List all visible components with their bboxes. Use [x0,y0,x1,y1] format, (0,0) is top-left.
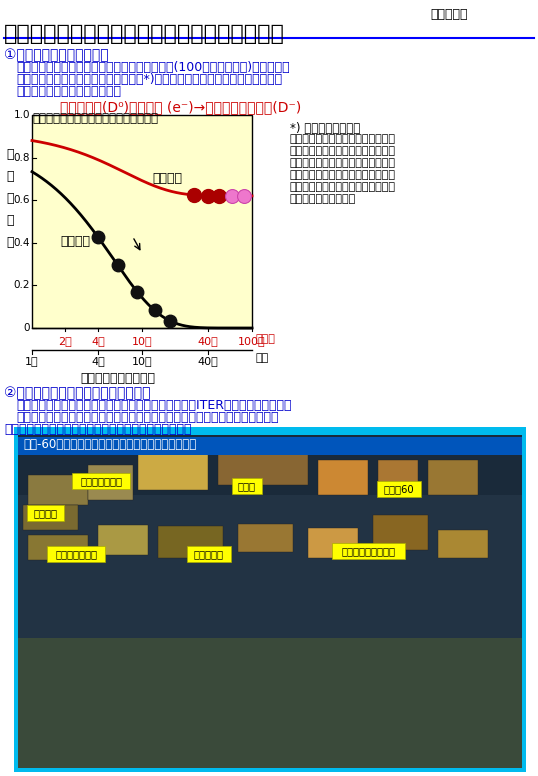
Text: 負イオンと正イオンの中性化効率の違い: 負イオンと正イオンの中性化効率の違い [32,112,158,125]
FancyBboxPatch shape [238,524,293,552]
Text: イオン源: イオン源 [33,508,58,518]
FancyBboxPatch shape [232,478,261,494]
Text: ＪＴ-60本体室内の負イオン中性粒子ビーム入射装置: ＪＴ-60本体室内の負イオン中性粒子ビーム入射装置 [23,438,196,451]
Text: れたイオン・ビームを電気的に中性: れたイオン・ビームを電気的に中性 [290,170,396,180]
Text: 重水素: 重水素 [256,334,276,344]
Text: 参考資料１: 参考資料１ [430,8,468,21]
FancyBboxPatch shape [18,435,522,768]
FancyBboxPatch shape [27,505,64,521]
FancyBboxPatch shape [373,515,428,550]
FancyBboxPatch shape [47,546,105,562]
Text: ＪＴ－６０の成果に、世界中の期待が寄せられている。: ＪＴ－６０の成果に、世界中の期待が寄せられている。 [4,423,192,436]
FancyBboxPatch shape [318,460,368,495]
Text: 重水素原子(D⁰)＋　電子 (e⁻)→　重水素負イオン(D⁻): 重水素原子(D⁰)＋ 電子 (e⁻)→ 重水素負イオン(D⁻) [60,100,301,114]
Text: 正イオン: 正イオン [60,235,90,248]
FancyBboxPatch shape [98,525,148,555]
Text: 核融合炉で必要となる高いビームエネルギー(100万ボルト以上)でイオンビ: 核融合炉で必要となる高いビームエネルギー(100万ボルト以上)でイオンビ [16,61,289,74]
Text: を中性化効率という。: を中性化効率という。 [290,194,356,204]
Text: 電気を持ったイオンのビームは、: 電気を持ったイオンのビームは、 [290,134,396,144]
Text: 4万: 4万 [91,336,105,346]
FancyBboxPatch shape [378,460,418,490]
FancyBboxPatch shape [187,546,231,562]
FancyBboxPatch shape [72,473,130,489]
Text: 10万: 10万 [132,356,152,366]
Text: 効: 効 [6,214,13,227]
Text: 置の有力候補となっている。唯一トカマクプラズマへの入射実験を行っている: 置の有力候補となっている。唯一トカマクプラズマへの入射実験を行っている [16,411,279,424]
Text: ビーム電圧（ボルト）: ビーム電圧（ボルト） [80,372,155,385]
Text: 性: 性 [6,170,13,183]
FancyBboxPatch shape [158,526,223,558]
FancyBboxPatch shape [308,528,358,558]
FancyBboxPatch shape [18,435,522,495]
Text: 中性化セル: 中性化セル [194,549,224,559]
FancyBboxPatch shape [438,530,488,558]
FancyBboxPatch shape [332,543,405,559]
FancyBboxPatch shape [88,465,133,500]
Text: 射できないので、イオン源で加速さ: 射できないので、イオン源で加速さ [290,158,396,168]
Text: ＪＴ－60: ＪＴ－60 [384,484,414,494]
FancyBboxPatch shape [28,535,88,560]
FancyBboxPatch shape [377,481,421,497]
FancyBboxPatch shape [32,115,252,328]
Text: ②　負イオン中性粒子ビーム入射装置: ② 負イオン中性粒子ビーム入射装置 [4,386,151,400]
Text: ビーム: ビーム [238,481,256,491]
Text: ビームの高効率化を図るため。: ビームの高効率化を図るため。 [16,85,121,98]
Text: 1万: 1万 [25,356,39,366]
Text: 0.8: 0.8 [13,153,30,163]
Text: 0.6: 0.6 [13,196,30,205]
FancyBboxPatch shape [138,450,208,490]
Text: ＪＴ－６０の負イオン中性粒子ビーム入射装置: ＪＴ－６０の負イオン中性粒子ビーム入射装置 [4,24,285,44]
FancyBboxPatch shape [18,437,522,455]
FancyBboxPatch shape [218,440,308,485]
FancyBboxPatch shape [28,475,88,505]
Text: 1.0: 1.0 [13,110,30,120]
FancyBboxPatch shape [14,427,526,772]
Text: イオン源タンク: イオン源タンク [80,476,122,486]
Text: 40万: 40万 [198,336,218,346]
Text: *) 中性化効率という: *) 中性化効率という [290,122,360,135]
Text: 負イオン: 負イオン [152,172,182,185]
Text: 高エネルギーの負イオン中性粒子ビーム入射装置はITERの加熱・電流駆動装: 高エネルギーの負イオン中性粒子ビーム入射装置はITERの加熱・電流駆動装 [16,399,292,412]
Text: 0.2: 0.2 [13,280,30,290]
Text: 高電位テーブル: 高電位テーブル [55,549,97,559]
Text: 4万: 4万 [91,356,105,366]
Text: 10万: 10万 [132,336,152,346]
FancyBboxPatch shape [18,638,522,768]
Text: 磁場の影響を受けてプラズマ中に入: 磁場の影響を受けてプラズマ中に入 [290,146,396,156]
FancyBboxPatch shape [23,505,78,530]
Text: 中: 中 [6,148,13,161]
Text: 100万: 100万 [238,336,266,346]
FancyBboxPatch shape [428,460,478,495]
Text: ①　なぜ負イオン方式か？: ① なぜ負イオン方式か？ [4,48,109,62]
Text: イオンダンプタンク: イオンダンプタンク [342,546,395,556]
Text: ームから中性粒子ビームへの変換効率*)が高い負イオンを利用して、中性粒子: ームから中性粒子ビームへの変換効率*)が高い負イオンを利用して、中性粒子 [16,73,282,86]
Text: 率: 率 [6,236,13,249]
Text: 水素: 水素 [256,353,269,363]
Text: なビームに変換する。その変換効率: なビームに変換する。その変換効率 [290,182,396,192]
Text: 化: 化 [6,192,13,205]
Text: 0: 0 [24,323,30,333]
Text: 2万: 2万 [58,336,72,346]
Text: 0.4: 0.4 [13,237,30,248]
Text: 40万: 40万 [198,356,218,366]
